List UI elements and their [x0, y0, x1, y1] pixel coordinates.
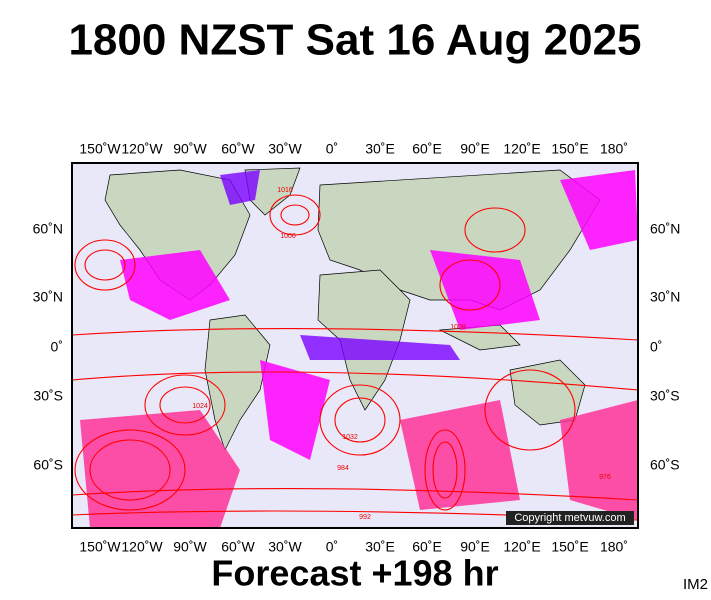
top-longitude-label: 30˚W	[268, 141, 302, 157]
top-longitude-label: 150˚E	[551, 141, 588, 157]
contour-label: 1032	[342, 434, 358, 441]
left-latitude-label: 30˚S	[33, 388, 63, 404]
contour-label: 976	[599, 474, 611, 481]
bottom-longitude-label: 30˚W	[268, 539, 302, 555]
right-latitude-label: 0˚	[650, 339, 662, 355]
left-latitude-label: 30˚N	[33, 289, 63, 305]
right-latitude-label: 30˚N	[650, 289, 680, 305]
bottom-longitude-label: 150˚W	[79, 539, 121, 555]
copyright: Copyright metvuw.com	[514, 512, 625, 524]
top-longitude-label: 90˚E	[460, 141, 490, 157]
contour-label: 1024	[192, 403, 208, 410]
contour-label: 1000	[280, 233, 296, 240]
left-latitude-label: 0˚	[51, 339, 63, 355]
left-latitude-label: 60˚S	[33, 457, 63, 473]
contour-label: 984	[337, 465, 349, 472]
top-longitude-label: 90˚W	[173, 141, 207, 157]
bottom-longitude-label: 90˚E	[460, 539, 490, 555]
left-latitude-label: 60˚N	[33, 221, 63, 237]
top-longitude-label: 180˚	[600, 141, 628, 157]
bottom-longitude-label: 90˚W	[173, 539, 207, 555]
right-latitude-label: 60˚N	[650, 221, 680, 237]
right-latitude-label: 30˚S	[650, 388, 680, 404]
bottom-longitude-label: 60˚W	[221, 539, 255, 555]
image-id: IM2	[683, 576, 708, 593]
map-frame	[71, 162, 639, 529]
top-longitude-label: 120˚W	[121, 141, 163, 157]
top-longitude-label: 150˚W	[79, 141, 121, 157]
bottom-longitude-label: 30˚E	[365, 539, 395, 555]
bottom-longitude-label: 120˚E	[503, 539, 540, 555]
top-longitude-label: 60˚W	[221, 141, 255, 157]
forecast-label: Forecast +198 hr	[211, 553, 498, 594]
top-longitude-label: 120˚E	[503, 141, 540, 157]
bottom-longitude-label: 150˚E	[551, 539, 588, 555]
top-longitude-label: 60˚E	[412, 141, 442, 157]
bottom-longitude-label: 0˚	[326, 539, 338, 555]
isobars	[72, 194, 638, 521]
bottom-longitude-label: 60˚E	[412, 539, 442, 555]
top-longitude-label: 30˚E	[365, 141, 395, 157]
map: 1016 1008 1000 1024 1032 984 976 992 Cop…	[72, 163, 638, 528]
bottom-longitude-label: 180˚	[600, 539, 628, 555]
contour-label: 1008	[450, 324, 466, 331]
right-latitude-label: 60˚S	[650, 457, 680, 473]
contour-label: 1016	[277, 187, 293, 194]
top-longitude-label: 0˚	[326, 141, 338, 157]
bottom-longitude-label: 120˚W	[121, 539, 163, 555]
contour-label: 992	[359, 514, 371, 521]
title: 1800 NZST Sat 16 Aug 2025	[68, 16, 641, 65]
